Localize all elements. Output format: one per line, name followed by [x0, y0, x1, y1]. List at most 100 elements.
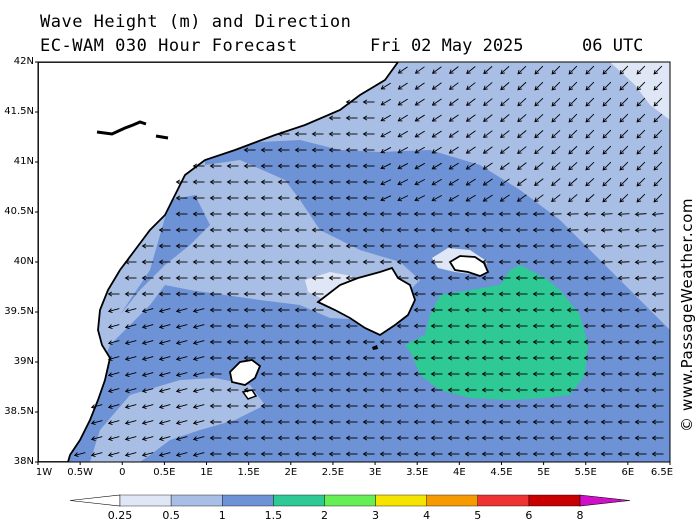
wave-arrow-head [466, 69, 471, 75]
wave-arrow-head [209, 403, 215, 409]
wave-arrow-head [175, 420, 181, 425]
wave-arrow-head [448, 197, 454, 202]
wave-arrow-head [549, 451, 555, 457]
wave-arrow-head [448, 117, 454, 122]
wave-arrow-head [397, 196, 403, 202]
wave-arrow-head [226, 195, 232, 201]
wave-arrow-head [294, 355, 300, 361]
wave-arrow-head [141, 372, 147, 377]
wave-arrow-head [617, 323, 623, 329]
wave-arrow-head [583, 227, 589, 233]
wave-arrow-head [636, 69, 642, 75]
wave-arrow-head [617, 227, 623, 233]
wave-arrow-head [481, 419, 487, 425]
wave-arrow-head [226, 259, 232, 265]
wave-arrow [652, 277, 664, 279]
wave-arrow-head [481, 435, 487, 441]
wave-arrow-head [311, 195, 317, 201]
wave-arrow [414, 195, 426, 201]
wave-arrow [108, 324, 120, 328]
wave-arrow [619, 65, 629, 75]
wave-arrow [551, 97, 561, 107]
wave-arrow [449, 82, 459, 90]
wave-arrow-head [328, 419, 334, 425]
wave-arrow [551, 194, 561, 202]
wave-arrow-head [328, 355, 334, 361]
wave-arrow-head [260, 211, 266, 217]
wave-arrow-head [260, 339, 266, 345]
wave-arrow [619, 81, 629, 91]
wave-arrow-head [653, 85, 659, 91]
wave-arrow-head [516, 197, 522, 202]
wave-arrow-head [534, 181, 539, 186]
wave-arrow-head [192, 404, 198, 409]
colorbar-label: 1.5 [264, 509, 283, 522]
wave-arrow-head [294, 339, 300, 345]
wave-arrow [653, 129, 663, 139]
wave-arrow-head [396, 243, 402, 249]
wave-arrow-head [464, 243, 470, 249]
wave-arrow-head [124, 275, 130, 281]
wave-arrow [380, 163, 392, 169]
wave-arrow [585, 113, 595, 123]
wave-arrow-head [209, 419, 215, 425]
wave-arrow-head [447, 307, 453, 313]
wave-arrow-head [397, 85, 403, 90]
wave-arrow-head [481, 451, 487, 457]
wave-arrow-head [345, 115, 351, 121]
wave-arrow-head [345, 211, 351, 217]
wave-arrow-head [294, 275, 300, 281]
wave-arrow [398, 98, 408, 106]
wave-arrow-head [328, 259, 334, 265]
wave-arrow-head [600, 227, 606, 233]
wave-arrow-head [311, 419, 317, 425]
wave-arrow-head [328, 163, 334, 169]
wave-arrow-head [532, 355, 538, 361]
wave-arrow [500, 162, 510, 170]
wave-arrow-head [653, 117, 659, 123]
wave-arrow-head [379, 403, 385, 409]
wave-arrow-head [465, 117, 471, 122]
wave-arrow-head [600, 371, 606, 377]
wave-arrow-head [192, 388, 198, 393]
wave-arrow [414, 178, 426, 186]
wave-arrow-head [430, 291, 436, 297]
wave-arrow [636, 145, 646, 155]
wave-arrow-head [311, 355, 317, 361]
wave-arrow [176, 324, 188, 328]
wave-arrow [568, 145, 578, 155]
wave-arrow-head [226, 211, 232, 217]
wave-arrow-head [583, 275, 589, 281]
wave-arrow [91, 420, 103, 424]
wave-arrow-head [534, 101, 540, 107]
wave-arrow [449, 66, 459, 74]
lat-label: 38.5N [4, 406, 34, 417]
wave-arrow-head [294, 403, 300, 409]
colorbar-segment [273, 494, 325, 507]
wave-arrow [380, 130, 392, 138]
wave-arrow [397, 163, 409, 169]
wave-arrow-head [566, 291, 572, 297]
wave-arrow-head [481, 227, 487, 233]
wave-arrow-head [413, 307, 419, 313]
wave-arrow-head [498, 243, 504, 249]
wave-arrow-head [634, 355, 640, 361]
wave-arrow-head [396, 355, 402, 361]
wave-arrow [483, 66, 493, 74]
wave-arrow-head [566, 355, 572, 361]
wave-arrow [500, 98, 510, 106]
wave-arrow-head [243, 211, 249, 217]
wave-arrow [483, 178, 493, 186]
wave-arrow-head [413, 435, 419, 441]
wave-arrow-head [481, 387, 487, 393]
wave-arrow-head [107, 436, 113, 441]
wave-arrow [466, 98, 476, 106]
wave-arrow-head [651, 339, 657, 345]
lon-label: 3E [368, 467, 382, 478]
wave-arrow-head [175, 404, 181, 409]
wave-arrow [636, 81, 646, 91]
wave-arrow-head [431, 69, 437, 74]
wave-arrow-head [209, 371, 215, 377]
wave-arrow-head [311, 259, 317, 265]
wave-arrow-head [175, 356, 181, 361]
